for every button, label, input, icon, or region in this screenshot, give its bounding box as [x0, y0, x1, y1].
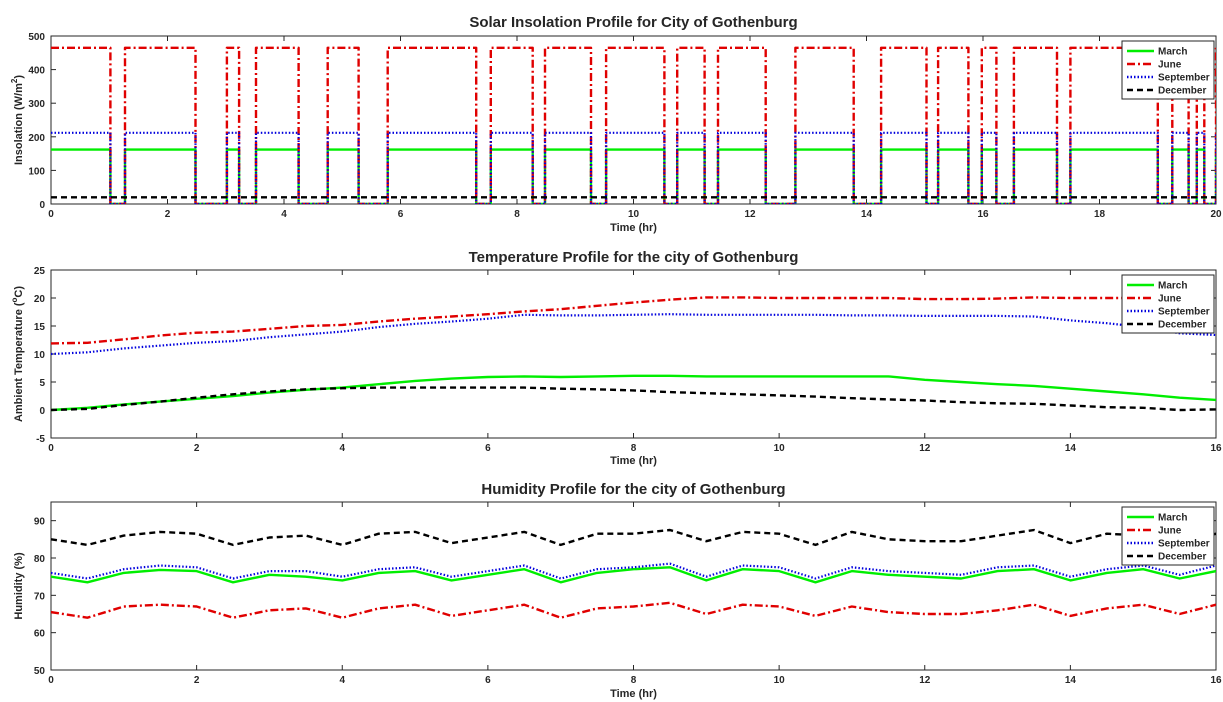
plot-area — [50, 501, 1217, 671]
x-tick-label: 16 — [1210, 443, 1222, 454]
x-tick-label: 0 — [48, 675, 54, 686]
legend: March June September December — [1121, 506, 1215, 566]
x-tick-label: 10 — [628, 209, 640, 220]
legend-label-march: March — [1158, 47, 1187, 58]
y-tick-label: 0 — [39, 406, 45, 417]
y-tick-label: 300 — [28, 99, 45, 110]
x-tick-label: 14 — [861, 209, 873, 220]
x-tick-label: 6 — [485, 443, 491, 454]
x-tick-label: 2 — [194, 443, 200, 454]
chart-title: Temperature Profile for the city of Goth… — [469, 249, 799, 266]
x-tick-label: 4 — [339, 675, 345, 686]
x-tick-label: 18 — [1094, 209, 1106, 220]
y-tick-label: 500 — [28, 32, 45, 43]
legend-label-june: June — [1158, 526, 1182, 537]
x-tick-label: 4 — [339, 443, 345, 454]
y-axis-label: Humidity (%) — [13, 552, 25, 620]
y-tick-label: 5 — [39, 378, 45, 389]
x-tick-label: 12 — [919, 675, 931, 686]
legend-label-march: March — [1158, 281, 1187, 292]
legend-label-december: December — [1158, 320, 1206, 331]
legend-label-september: September — [1158, 307, 1210, 318]
y-axis-label: Insolation (W/m2) — [10, 75, 25, 165]
x-tick-label: 16 — [977, 209, 989, 220]
x-axis-label: Time (hr) — [610, 688, 657, 700]
series-line-june — [51, 601, 1216, 619]
y-tick-label: 200 — [28, 133, 45, 144]
y-tick-label: 60 — [34, 629, 46, 640]
y-tick-label: 100 — [28, 166, 45, 177]
series-line-september — [51, 562, 1216, 580]
legend-label-march: March — [1158, 513, 1187, 524]
chart-panel-3: Humidity Profile for the city of Gothenb… — [13, 481, 1222, 700]
y-tick-label: -5 — [36, 434, 45, 445]
x-tick-label: 4 — [281, 209, 287, 220]
x-tick-label: 8 — [514, 209, 520, 220]
series-line-december — [51, 528, 1216, 547]
x-tick-label: 16 — [1210, 675, 1222, 686]
x-axis-label: Time (hr) — [610, 222, 657, 234]
y-tick-label: 90 — [34, 517, 46, 528]
x-tick-label: 2 — [194, 675, 200, 686]
legend-label-june: June — [1158, 294, 1182, 305]
x-tick-label: 8 — [631, 675, 637, 686]
x-tick-label: 8 — [631, 443, 637, 454]
x-tick-label: 0 — [48, 209, 54, 220]
x-tick-label: 10 — [774, 443, 786, 454]
x-tick-label: 12 — [919, 443, 931, 454]
x-tick-label: 14 — [1065, 443, 1077, 454]
y-tick-label: 50 — [34, 666, 46, 677]
x-axis-label: Time (hr) — [610, 455, 657, 467]
series-line-march — [51, 566, 1216, 584]
y-tick-label: 15 — [34, 322, 46, 333]
x-tick-label: 20 — [1210, 209, 1222, 220]
x-tick-label: 6 — [485, 675, 491, 686]
plot-area — [50, 35, 1217, 205]
y-axis-label: Ambient Temperature (oC) — [10, 286, 25, 422]
y-tick-label: 0 — [39, 200, 45, 211]
y-tick-label: 25 — [34, 266, 46, 277]
legend-label-december: December — [1158, 552, 1206, 563]
series-line-march — [51, 374, 1216, 412]
series-line-june — [51, 46, 1216, 204]
legend-label-september: September — [1158, 539, 1210, 550]
series-line-june — [51, 296, 1216, 345]
x-tick-label: 0 — [48, 443, 54, 454]
legend-label-june: June — [1158, 60, 1182, 71]
legend-label-december: December — [1158, 86, 1206, 97]
x-tick-label: 14 — [1065, 675, 1077, 686]
y-tick-label: 20 — [34, 294, 46, 305]
y-tick-label: 10 — [34, 350, 46, 361]
y-tick-label: 400 — [28, 66, 45, 77]
legend: March June September December — [1121, 274, 1215, 334]
x-tick-label: 6 — [398, 209, 404, 220]
x-tick-label: 2 — [165, 209, 171, 220]
x-tick-label: 10 — [774, 675, 786, 686]
plot-area — [50, 269, 1217, 439]
chart-title: Humidity Profile for the city of Gothenb… — [481, 481, 785, 498]
legend-label-september: September — [1158, 73, 1210, 84]
chart-panel-1: Solar Insolation Profile for City of Got… — [10, 14, 1222, 234]
chart-title: Solar Insolation Profile for City of Got… — [469, 14, 797, 31]
series-line-december — [51, 386, 1216, 412]
y-tick-label: 70 — [34, 591, 46, 602]
x-tick-label: 12 — [744, 209, 756, 220]
chart-panel-2: Temperature Profile for the city of Goth… — [10, 249, 1222, 467]
y-tick-label: 80 — [34, 554, 46, 565]
legend: March June September December — [1121, 40, 1215, 100]
